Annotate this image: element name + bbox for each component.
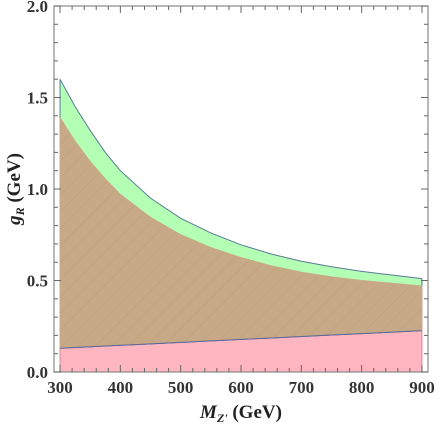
x-tick-label: 900 — [409, 378, 435, 397]
x-tick-label: 400 — [108, 378, 134, 397]
plot-regions — [59, 78, 423, 372]
y-axis-label-main: g — [4, 215, 25, 226]
region-3-upper-edge — [59, 117, 423, 287]
y-tick-label: 0.0 — [27, 363, 48, 382]
region-3-hatch — [60, 117, 422, 349]
y-tick-label: 2.0 — [27, 0, 48, 16]
y-axis-label-unit: (GeV) — [4, 153, 25, 207]
tick-labels: 300 400 500 600 700 800 900 0.0 0.5 1.0 1.5 2.0 — [27, 0, 435, 397]
y-tick-label: 1.5 — [27, 89, 48, 108]
x-axis-label: MZ' (GeV) — [199, 402, 282, 424]
y-axis-label-sub: R — [13, 207, 27, 216]
x-tick-label: 800 — [349, 378, 375, 397]
x-tick-label: 500 — [168, 378, 194, 397]
axis-ticks — [54, 5, 428, 373]
region-1 — [60, 330, 422, 372]
region-3-lower-edge — [60, 330, 422, 349]
x-axis-label-main: M — [199, 402, 218, 423]
y-tick-label: 1.0 — [27, 180, 48, 199]
x-tick-label: 600 — [228, 378, 254, 397]
region-2-upper-edge — [59, 78, 423, 280]
x-axis-label-sub: Z' — [216, 411, 228, 424]
y-axis-label: gR (GeV) — [4, 153, 27, 226]
x-tick-label: 700 — [289, 378, 315, 397]
y-tick-label: 0.5 — [27, 272, 48, 291]
x-axis-label-unit: (GeV) — [228, 402, 282, 423]
x-tick-label: 300 — [47, 378, 73, 397]
